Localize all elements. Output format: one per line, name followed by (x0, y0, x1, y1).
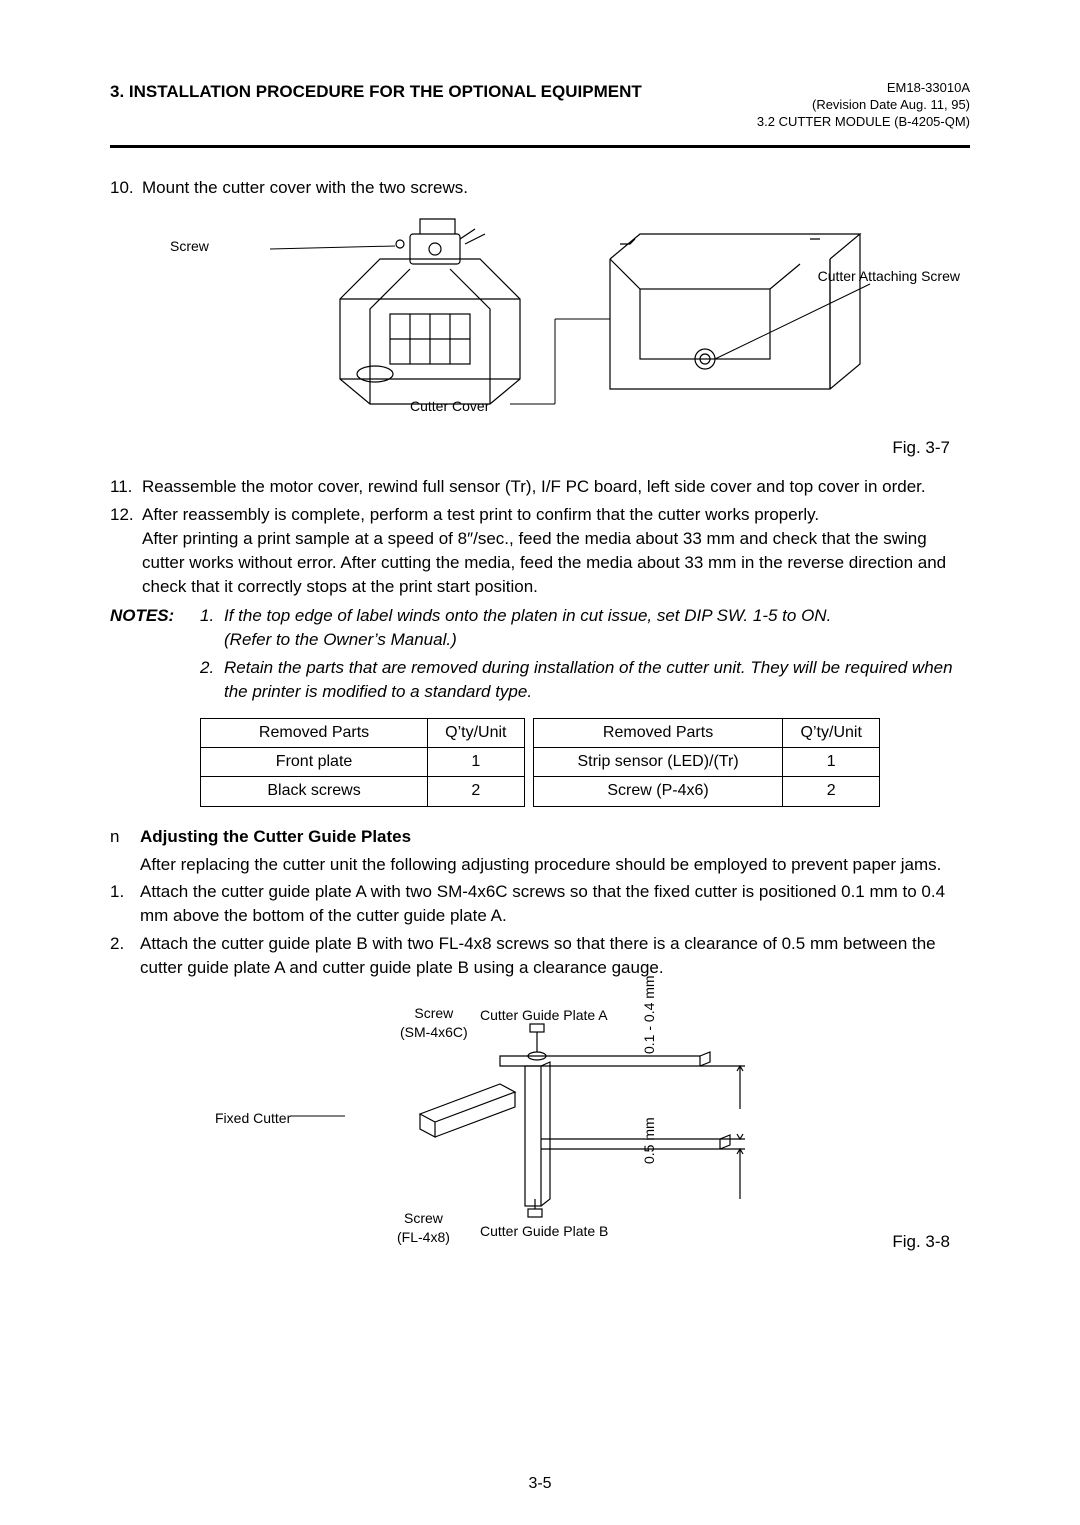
leader-lines (215, 994, 815, 1244)
cell: Front plate (201, 748, 428, 777)
note-num: 1. (200, 604, 224, 652)
fig-caption: Fig. 3-7 (892, 436, 950, 460)
step-text: Attach the cutter guide plate A with two… (140, 880, 970, 928)
step-text: After reassembly is complete, perform a … (142, 503, 970, 598)
note-text: If the top edge of label winds onto the … (224, 604, 831, 652)
header-block: 3. INSTALLATION PROCEDURE FOR THE OPTION… (110, 80, 970, 148)
module: 3.2 CUTTER MODULE (B-4205-QM) (757, 114, 970, 131)
label-screw: Screw (170, 237, 209, 257)
step-12: 12. After reassembly is complete, perfor… (110, 503, 970, 598)
removed-parts-table: Removed Parts Q’ty/Unit Removed Parts Q’… (200, 718, 880, 807)
step12-line2: After printing a print sample at a speed… (142, 529, 946, 596)
label-cutter-cover: Cutter Cover (410, 397, 489, 417)
step-text: Mount the cutter cover with the two scre… (142, 176, 970, 200)
cell: Strip sensor (LED)/(Tr) (533, 748, 783, 777)
page-number: 3-5 (0, 1473, 1080, 1495)
th-qty: Q’ty/Unit (783, 718, 880, 747)
section-title: 3. INSTALLATION PROCEDURE FOR THE OPTION… (110, 80, 642, 104)
adjusting-text: After replacing the cutter unit the foll… (140, 853, 970, 877)
notes-block: NOTES: 1. If the top edge of label winds… (110, 604, 970, 707)
note-num: 2. (200, 656, 224, 704)
adj-step-2: 2. Attach the cutter guide plate B with … (110, 932, 970, 980)
note-item-2: 2. Retain the parts that are removed dur… (200, 656, 970, 704)
bullet-marker: n (110, 825, 140, 849)
th-qty: Q’ty/Unit (428, 718, 525, 747)
step12-line1: After reassembly is complete, perform a … (142, 505, 819, 524)
step-number: 12. (110, 503, 142, 598)
table-spacer (524, 748, 533, 777)
table-spacer (524, 718, 533, 747)
note-item-1: 1. If the top edge of label winds onto t… (200, 604, 970, 652)
adjusting-heading: n Adjusting the Cutter Guide Plates (110, 825, 970, 849)
step-text: Reassemble the motor cover, rewind full … (142, 475, 970, 499)
th-removed-parts: Removed Parts (201, 718, 428, 747)
step-number: 11. (110, 475, 142, 499)
diagram-3-7 (210, 209, 910, 439)
cell: 1 (428, 748, 525, 777)
header-meta: EM18-33010A (Revision Date Aug. 11, 95) … (757, 80, 970, 131)
cell: Screw (P-4x6) (533, 777, 783, 806)
table-spacer (524, 777, 533, 806)
note1-line2: (Refer to the Owner’s Manual.) (224, 630, 457, 649)
step-number: 1. (110, 880, 140, 928)
fig-caption: Fig. 3-8 (892, 1230, 950, 1254)
step-number: 10. (110, 176, 142, 200)
label-attaching-screw: Cutter Attaching Screw (818, 267, 960, 287)
cell: 2 (783, 777, 880, 806)
step-number: 2. (110, 932, 140, 980)
table-header-row: Removed Parts Q’ty/Unit Removed Parts Q’… (201, 718, 880, 747)
notes-content: 1. If the top edge of label winds onto t… (200, 604, 970, 707)
table-row: Black screws 2 Screw (P-4x6) 2 (201, 777, 880, 806)
th-removed-parts: Removed Parts (533, 718, 783, 747)
note1-line1: If the top edge of label winds onto the … (224, 606, 831, 625)
adjusting-title: Adjusting the Cutter Guide Plates (140, 825, 411, 849)
table-row: Front plate 1 Strip sensor (LED)/(Tr) 1 (201, 748, 880, 777)
step-10: 10. Mount the cutter cover with the two … (110, 176, 970, 200)
cell: 2 (428, 777, 525, 806)
revision: (Revision Date Aug. 11, 95) (757, 97, 970, 114)
adj-step-1: 1. Attach the cutter guide plate A with … (110, 880, 970, 928)
doc-ref: EM18-33010A (757, 80, 970, 97)
note-text: Retain the parts that are removed during… (224, 656, 970, 704)
notes-label: NOTES: (110, 604, 200, 707)
figure-3-8: Screw (SM-4x6C) Cutter Guide Plate A Fix… (110, 994, 970, 1264)
cell: 1 (783, 748, 880, 777)
step-11: 11. Reassemble the motor cover, rewind f… (110, 475, 970, 499)
figure-3-7: Screw Cutter Cover Cutter Attaching Scre… (110, 209, 970, 459)
step-text: Attach the cutter guide plate B with two… (140, 932, 970, 980)
cell: Black screws (201, 777, 428, 806)
